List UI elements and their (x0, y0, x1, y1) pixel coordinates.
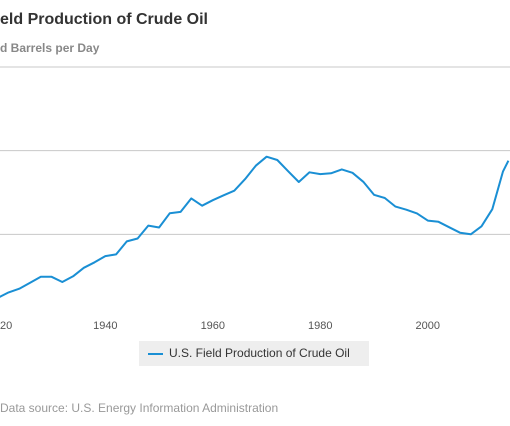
x-tick-label: 1960 (201, 320, 225, 332)
x-tick-label: 1980 (308, 320, 332, 332)
plot: 20 1940 1960 1980 2000 U.S. Field Production … (0, 66, 510, 360)
source-note: Data source: U.S. Energy Information Adm… (0, 401, 278, 415)
x-tick-label: 20 (0, 320, 12, 332)
x-tick-label: 1940 (93, 320, 117, 332)
legend-label: U.S. Field Production of Crude Oil (169, 346, 350, 360)
data-line (0, 155, 510, 298)
x-tick-label: 2000 (416, 320, 440, 332)
legend-box (139, 341, 369, 366)
chart-subtitle: d Barrels per Day (0, 41, 100, 55)
chart-title: eld Production of Crude Oil (0, 11, 208, 28)
